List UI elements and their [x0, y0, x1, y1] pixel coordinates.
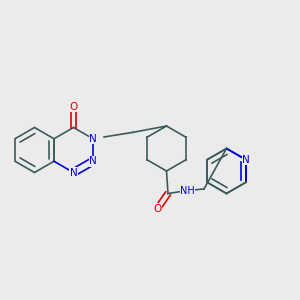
Text: N: N [89, 156, 97, 166]
Text: O: O [153, 203, 162, 214]
Text: NH: NH [180, 185, 195, 196]
Text: O: O [69, 101, 78, 112]
Text: N: N [242, 155, 250, 165]
Text: N: N [70, 167, 77, 178]
Text: N: N [89, 134, 97, 144]
